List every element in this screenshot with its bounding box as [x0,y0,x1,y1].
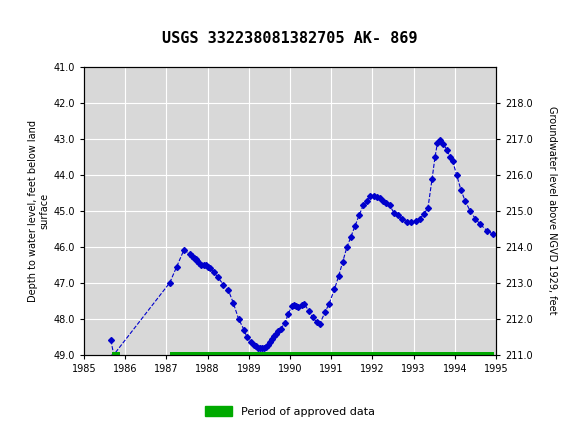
Text: ≋: ≋ [3,6,21,26]
Y-axis label: Groundwater level above NGVD 1929, feet: Groundwater level above NGVD 1929, feet [546,107,557,315]
Text: USGS 332238081382705 AK- 869: USGS 332238081382705 AK- 869 [162,31,418,46]
Bar [112,352,120,358]
Bar [170,352,494,358]
Y-axis label: Depth to water level, feet below land
surface: Depth to water level, feet below land su… [28,120,49,302]
Legend: Period of approved data: Period of approved data [200,402,380,421]
Text: USGS: USGS [32,7,87,25]
